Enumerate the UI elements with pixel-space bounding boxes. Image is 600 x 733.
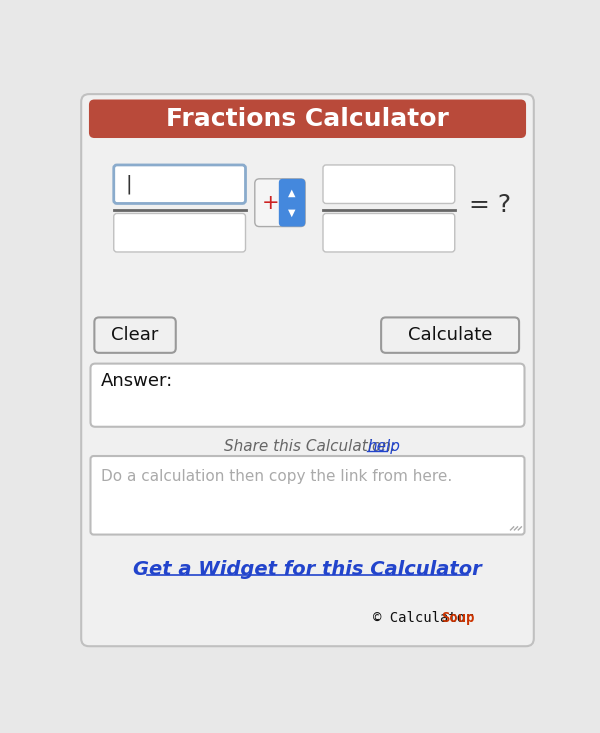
FancyBboxPatch shape <box>81 94 534 647</box>
Text: Soup: Soup <box>441 611 475 625</box>
Text: Get a Widget for this Calculator: Get a Widget for this Calculator <box>133 561 482 580</box>
Text: Fractions Calculator: Fractions Calculator <box>166 107 449 130</box>
Text: Clear: Clear <box>111 326 158 344</box>
Text: Do a calculation then copy the link from here.: Do a calculation then copy the link from… <box>101 469 452 485</box>
FancyBboxPatch shape <box>381 317 519 353</box>
Text: = ?: = ? <box>469 193 511 217</box>
FancyBboxPatch shape <box>89 100 526 138</box>
Text: © Calculator: © Calculator <box>373 611 474 625</box>
Text: ▲: ▲ <box>288 188 296 198</box>
FancyBboxPatch shape <box>114 165 245 204</box>
FancyBboxPatch shape <box>323 213 455 252</box>
FancyBboxPatch shape <box>94 317 176 353</box>
FancyBboxPatch shape <box>255 179 305 226</box>
FancyBboxPatch shape <box>114 213 245 252</box>
Text: Share this Calculation:: Share this Calculation: <box>224 439 401 454</box>
Text: +: + <box>262 193 279 213</box>
FancyBboxPatch shape <box>91 456 524 534</box>
Text: |: | <box>125 174 132 194</box>
FancyBboxPatch shape <box>323 165 455 204</box>
Text: help: help <box>367 439 400 454</box>
Text: Calculate: Calculate <box>408 326 492 344</box>
FancyBboxPatch shape <box>91 364 524 427</box>
FancyBboxPatch shape <box>279 179 305 226</box>
Text: Answer:: Answer: <box>101 372 173 389</box>
Text: ▼: ▼ <box>288 207 296 218</box>
